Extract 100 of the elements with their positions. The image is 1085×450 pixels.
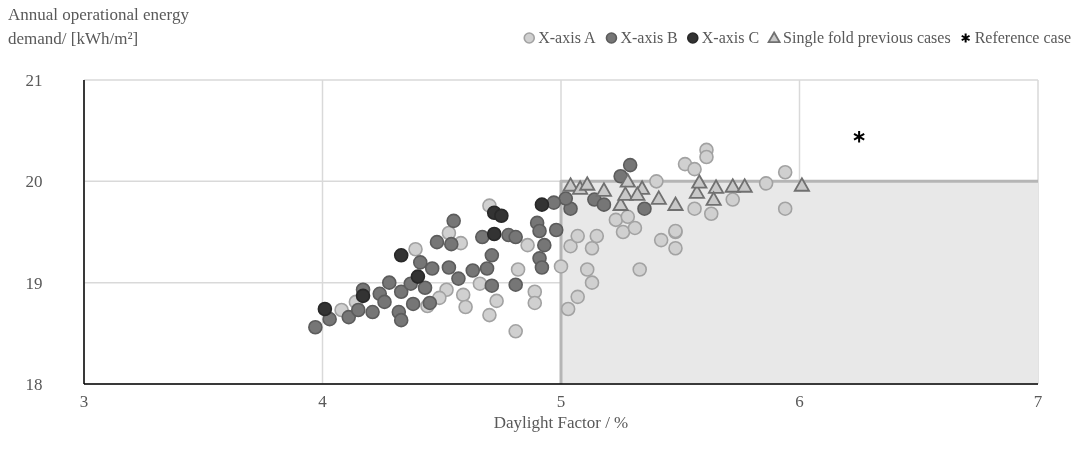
point <box>393 248 409 263</box>
legend-label: Single fold previous cases <box>783 29 951 47</box>
y-tick-label: 20 <box>25 172 43 192</box>
point <box>484 248 500 263</box>
point <box>615 224 631 240</box>
point <box>534 260 550 275</box>
point <box>579 262 595 277</box>
point <box>472 276 488 291</box>
y-tick-label: 18 <box>25 375 43 394</box>
x-tick-label: 5 <box>556 392 566 411</box>
point <box>534 197 550 212</box>
point <box>563 238 578 254</box>
point <box>570 289 585 305</box>
y-axis-title: Annual operational energy demand/ [kWh/m²] <box>8 5 190 48</box>
point <box>793 177 810 192</box>
point <box>668 240 683 256</box>
point <box>553 259 569 274</box>
point <box>560 301 576 317</box>
point <box>579 176 596 191</box>
legend-label: X-axis B <box>620 29 678 46</box>
point <box>649 174 664 189</box>
point <box>777 164 793 180</box>
point <box>705 191 722 206</box>
x-tick-label: 3 <box>79 392 89 411</box>
legend-label: X-axis A <box>538 29 597 46</box>
point <box>520 237 535 253</box>
point <box>596 197 612 212</box>
point <box>570 228 585 244</box>
legend-label: X-axis C <box>701 29 760 46</box>
point <box>465 263 481 278</box>
point <box>650 190 667 205</box>
point <box>393 312 409 328</box>
point <box>532 223 547 239</box>
point <box>632 262 648 277</box>
point <box>412 255 428 270</box>
x-tick-label: 6 <box>795 392 804 411</box>
point <box>620 209 636 225</box>
point <box>687 161 702 177</box>
y-tick-label: 21 <box>25 71 43 90</box>
point <box>484 278 500 294</box>
point <box>355 288 371 304</box>
point <box>508 277 523 292</box>
point <box>622 157 638 173</box>
point <box>350 302 366 318</box>
point <box>777 201 793 216</box>
point <box>455 287 471 303</box>
point <box>417 280 433 296</box>
point <box>489 293 504 309</box>
point <box>451 271 466 286</box>
point <box>494 208 509 224</box>
point <box>537 237 552 253</box>
point <box>853 129 866 144</box>
point <box>458 299 473 315</box>
x-tick-label: 7 <box>1033 392 1043 411</box>
point <box>724 178 741 193</box>
point <box>410 269 426 284</box>
point <box>341 309 357 325</box>
point <box>475 229 490 245</box>
point <box>699 149 714 165</box>
point <box>510 262 526 277</box>
point <box>486 226 502 242</box>
point <box>653 232 669 248</box>
point <box>608 212 624 228</box>
point <box>405 296 421 312</box>
point <box>703 206 719 222</box>
point <box>617 186 634 201</box>
point <box>546 195 562 210</box>
point <box>381 275 397 290</box>
point <box>508 324 523 339</box>
point <box>408 241 423 257</box>
x-tick-label: 4 <box>318 392 328 411</box>
legend-label: Reference case <box>974 29 1072 46</box>
point <box>691 174 708 189</box>
point <box>365 304 380 320</box>
point <box>584 275 600 290</box>
point <box>629 186 646 201</box>
point <box>619 173 636 188</box>
point <box>429 234 445 250</box>
point <box>725 192 741 207</box>
point <box>527 295 543 311</box>
point <box>687 201 702 216</box>
x-axis-title: Daylight Factor / % <box>493 413 629 432</box>
point <box>558 191 574 206</box>
point <box>627 220 643 236</box>
point <box>317 301 333 317</box>
point <box>446 213 461 229</box>
point <box>667 196 684 211</box>
point <box>508 229 523 245</box>
point <box>584 240 600 256</box>
point <box>637 201 652 216</box>
point <box>424 261 440 276</box>
point <box>736 178 753 193</box>
y-tick-label: 19 <box>25 273 43 293</box>
point <box>308 319 323 335</box>
point <box>548 222 564 238</box>
point <box>377 294 392 310</box>
point <box>589 228 605 244</box>
point <box>393 284 409 300</box>
point <box>479 261 495 276</box>
point <box>443 236 459 252</box>
